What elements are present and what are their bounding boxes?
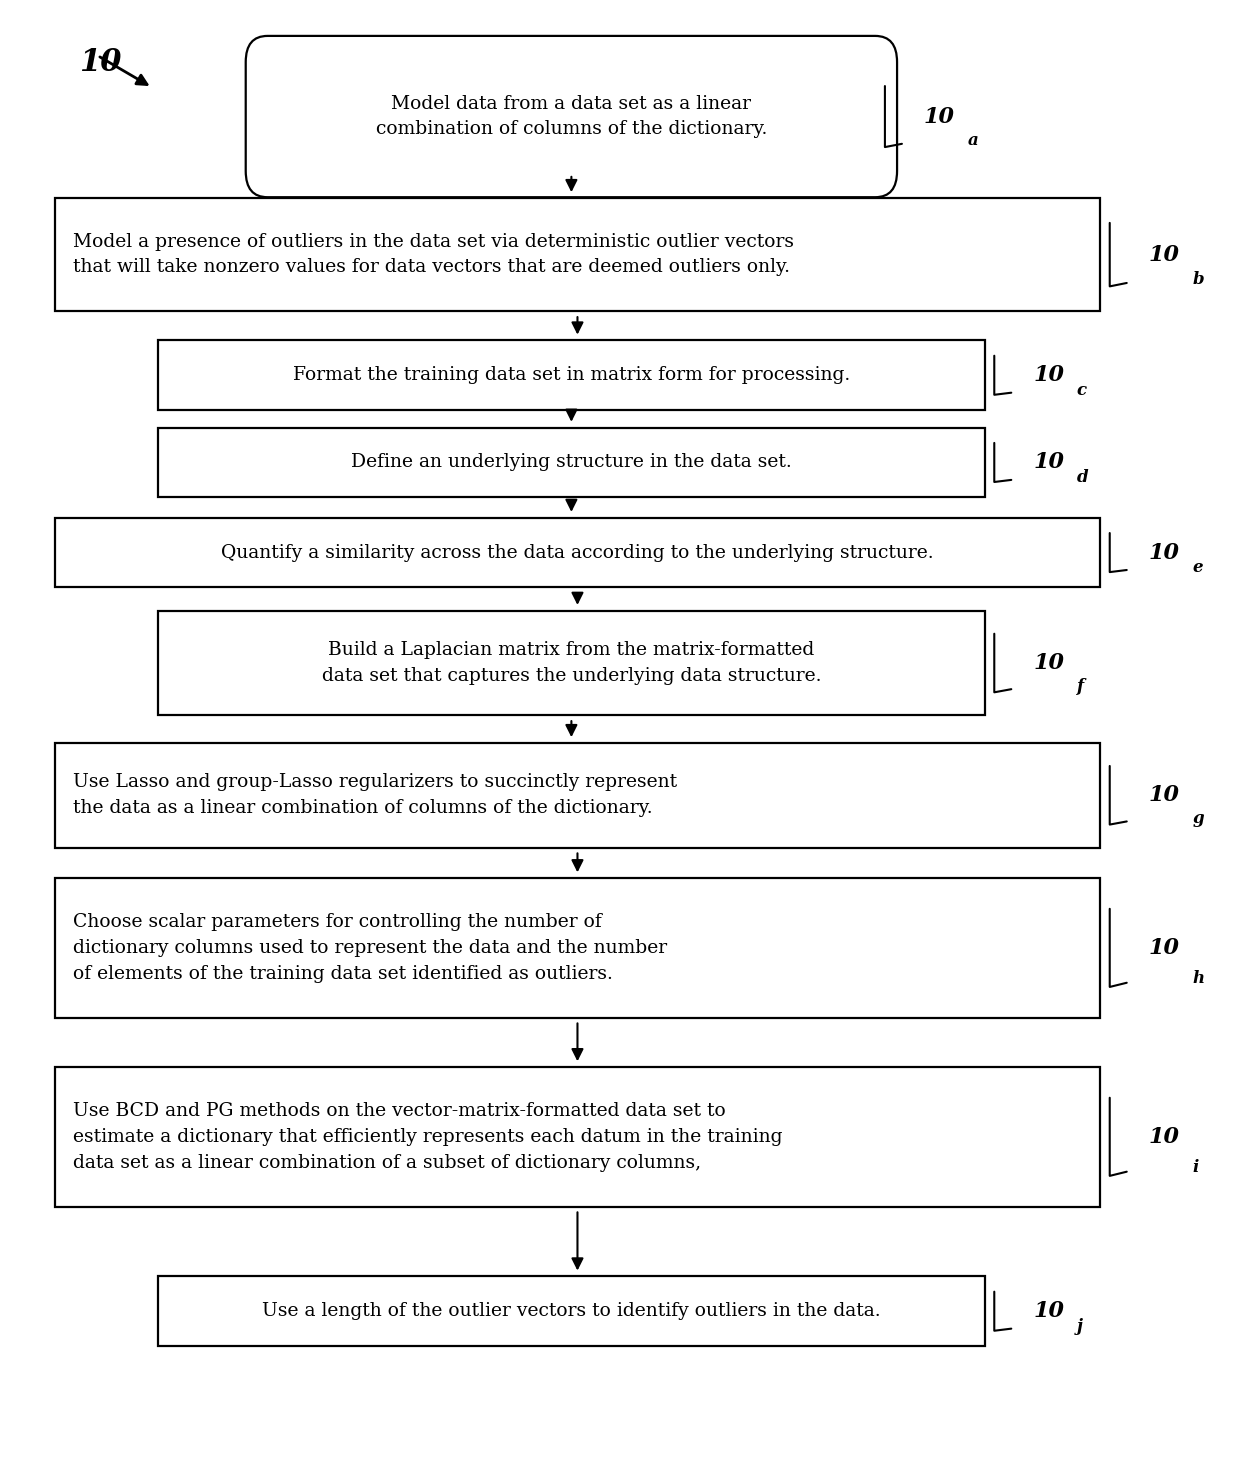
Text: h: h [1193, 970, 1204, 988]
Text: 10: 10 [1148, 937, 1179, 960]
Text: j: j [1076, 1318, 1083, 1335]
Text: Use Lasso and group-Lasso regularizers to succinctly represent
the data as a lin: Use Lasso and group-Lasso regularizers t… [73, 774, 677, 817]
Text: Define an underlying structure in the data set.: Define an underlying structure in the da… [351, 454, 792, 472]
Text: Model a presence of outliers in the data set via deterministic outlier vectors
t: Model a presence of outliers in the data… [73, 233, 794, 276]
Text: 10: 10 [1033, 653, 1064, 673]
Text: 10: 10 [924, 105, 955, 128]
FancyBboxPatch shape [246, 36, 897, 197]
Text: 10: 10 [1033, 1301, 1064, 1323]
Text: c: c [1076, 383, 1087, 399]
Text: Format the training data set in matrix form for processing.: Format the training data set in matrix f… [293, 366, 849, 384]
FancyBboxPatch shape [159, 611, 985, 715]
Text: 10: 10 [79, 47, 122, 77]
Text: 10: 10 [1148, 1126, 1179, 1148]
Text: 10: 10 [1148, 785, 1179, 807]
Text: 10: 10 [1148, 243, 1179, 265]
FancyBboxPatch shape [55, 743, 1100, 848]
Text: 10: 10 [1148, 541, 1179, 564]
Text: g: g [1193, 810, 1204, 828]
Text: 10: 10 [1033, 451, 1064, 473]
Text: 10: 10 [1033, 365, 1064, 386]
Text: a: a [967, 132, 978, 150]
Text: Quantify a similarity across the data according to the underlying structure.: Quantify a similarity across the data ac… [221, 544, 934, 562]
Text: Use a length of the outlier vectors to identify outliers in the data.: Use a length of the outlier vectors to i… [262, 1302, 880, 1320]
Text: Choose scalar parameters for controlling the number of
dictionary columns used t: Choose scalar parameters for controlling… [73, 914, 667, 983]
Text: Use BCD and PG methods on the vector-matrix-formatted data set to
estimate a dic: Use BCD and PG methods on the vector-mat… [73, 1102, 782, 1172]
Text: b: b [1193, 271, 1204, 288]
Text: e: e [1193, 559, 1203, 577]
Text: f: f [1076, 678, 1084, 694]
Text: d: d [1076, 469, 1089, 486]
FancyBboxPatch shape [55, 197, 1100, 311]
FancyBboxPatch shape [55, 518, 1100, 587]
FancyBboxPatch shape [55, 878, 1100, 1017]
Text: i: i [1193, 1160, 1199, 1176]
FancyBboxPatch shape [159, 1277, 985, 1347]
Text: Model data from a data set as a linear
combination of columns of the dictionary.: Model data from a data set as a linear c… [376, 95, 768, 138]
Text: Build a Laplacian matrix from the matrix-formatted
data set that captures the un: Build a Laplacian matrix from the matrix… [321, 641, 821, 685]
FancyBboxPatch shape [159, 341, 985, 411]
FancyBboxPatch shape [159, 427, 985, 497]
FancyBboxPatch shape [55, 1068, 1100, 1207]
